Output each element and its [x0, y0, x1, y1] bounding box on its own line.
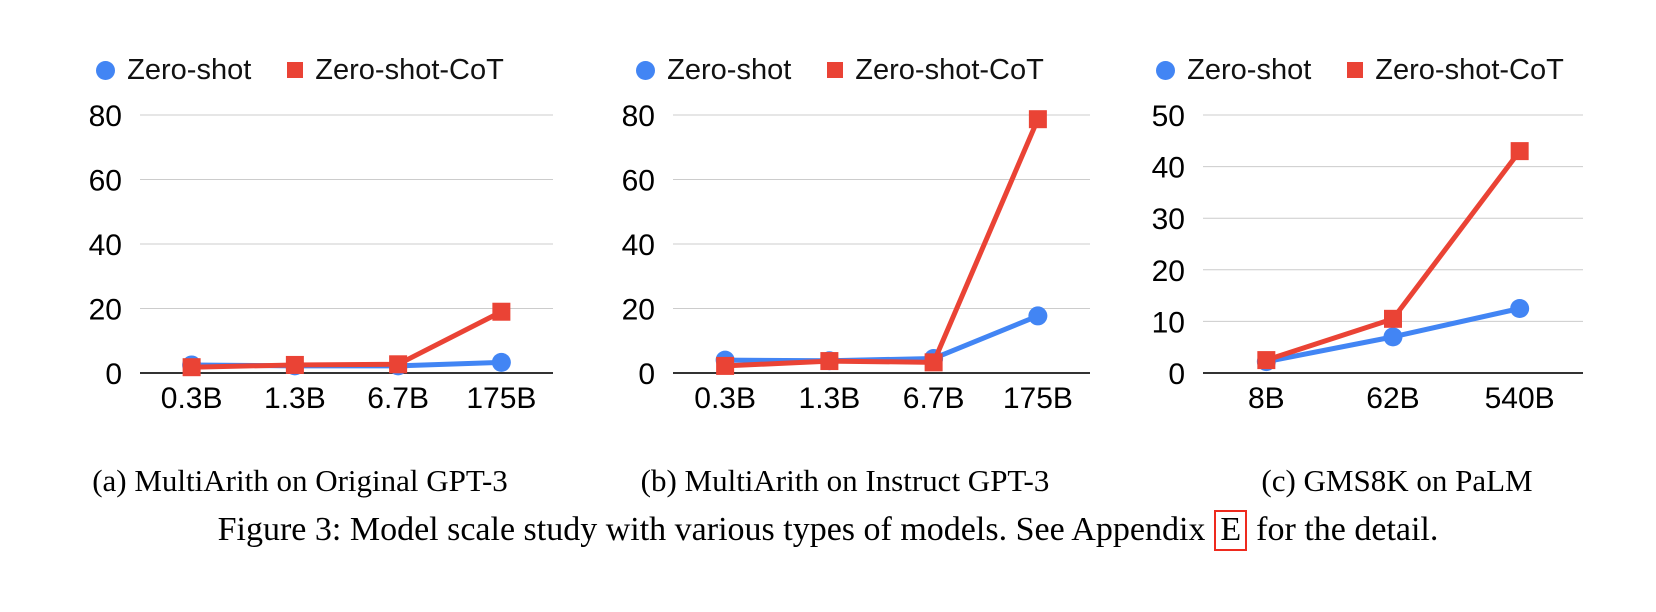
y-tick-label: 80	[622, 100, 655, 133]
legend-b: Zero-shot Zero-shot-CoT	[580, 52, 1100, 88]
data-point-square	[924, 353, 943, 372]
y-tick-label: 10	[1152, 306, 1185, 339]
legend-item-zero-shot-cot: Zero-shot-CoT	[827, 54, 1044, 87]
zero-shot-circle-icon	[636, 60, 656, 80]
legend-label-zero-shot: Zero-shot	[667, 53, 792, 86]
figure-caption: Figure 3: Model scale study with various…	[0, 510, 1656, 551]
legend-a: Zero-shot Zero-shot-CoT	[40, 52, 560, 88]
y-tick-label: 0	[105, 358, 122, 391]
x-tick-label: 175B	[1003, 382, 1073, 415]
y-tick-label: 20	[622, 294, 655, 327]
x-tick-label: 6.7B	[367, 382, 429, 415]
legend-item-zero-shot-cot: Zero-shot-CoT	[287, 54, 504, 87]
legend-label-zero-shot-cot: Zero-shot-CoT	[1375, 53, 1564, 86]
x-tick-label: 1.3B	[264, 382, 326, 415]
line-chart-gms8k-palm: 0 10 20 30 40 50 8B 62B 540B	[1152, 100, 1583, 415]
series-line-zero-shot-cot	[189, 309, 504, 370]
data-point-square	[1257, 351, 1276, 370]
series-line-zero-shot-cot	[722, 116, 1041, 369]
chart-c-caption: (c) GMS8K on PaLM	[1261, 463, 1533, 498]
data-point-square	[1510, 142, 1529, 161]
zero-shot-circle-icon	[96, 60, 116, 80]
y-tick-label: 20	[89, 294, 122, 327]
y-tick-label: 60	[622, 165, 655, 198]
y-tick-label: 50	[1152, 100, 1185, 133]
y-tick-label: 40	[89, 229, 122, 262]
legend-item-zero-shot: Zero-shot	[1156, 54, 1311, 87]
series-line-zero-shot	[722, 313, 1041, 364]
data-point-square	[716, 356, 735, 375]
legend-label-zero-shot: Zero-shot	[127, 53, 252, 86]
data-point-circle	[1028, 306, 1048, 326]
x-tick-label: 0.3B	[694, 382, 756, 415]
legend-label-zero-shot-cot: Zero-shot-CoT	[855, 53, 1044, 86]
data-point-square	[1384, 309, 1402, 328]
data-point-circle	[491, 352, 511, 372]
legend-label-zero-shot-cot: Zero-shot-CoT	[315, 53, 504, 86]
zero-shot-cot-square-icon	[827, 62, 844, 78]
data-point-square	[389, 355, 408, 374]
y-tick-label: 0	[1168, 358, 1185, 391]
figure-caption-text-after: for the detail.	[1256, 511, 1439, 548]
legend-item-zero-shot: Zero-shot	[636, 54, 791, 87]
line-chart-multiarith-instruct-gpt3: 0 20 40 60 80 0.3B 1.3B 6.7B 175B	[622, 100, 1090, 415]
chart-block-c: Zero-shot Zero-shot-CoT 0 10 20 30 40 50 8B 62B…	[1100, 40, 1620, 498]
line-chart-multiarith-original-gpt3: 0 20 40 60 80 0.3B 1.3B 6.7B 175B	[89, 100, 553, 415]
figure-caption-text-before: Figure 3: Model scale study with various…	[217, 511, 1206, 548]
legend-item-zero-shot: Zero-shot	[96, 54, 251, 87]
x-tick-label: 8B	[1248, 382, 1285, 415]
appendix-e-link[interactable]: E	[1214, 510, 1248, 551]
y-tick-label: 80	[89, 100, 122, 133]
y-tick-label: 20	[1152, 255, 1185, 288]
zero-shot-circle-icon	[1156, 60, 1176, 80]
x-tick-label: 62B	[1366, 382, 1419, 415]
chart-block-b: Zero-shot Zero-shot-CoT 0 20 40 60 80 0.3B 1.3…	[580, 40, 1100, 498]
x-tick-label: 1.3B	[799, 382, 861, 415]
legend-item-zero-shot-cot: Zero-shot-CoT	[1347, 54, 1564, 87]
x-tick-label: 6.7B	[903, 382, 965, 415]
zero-shot-cot-square-icon	[287, 62, 304, 78]
data-point-square	[492, 302, 511, 321]
legend-c: Zero-shot Zero-shot-CoT	[1100, 52, 1620, 88]
data-point-circle	[1383, 327, 1403, 347]
x-tick-label: 0.3B	[161, 382, 223, 415]
y-tick-label: 60	[89, 165, 122, 198]
chart-block-a: Zero-shot Zero-shot-CoT 0 20 40 60 80 0.3B 1.3…	[40, 40, 560, 498]
zero-shot-cot-square-icon	[1347, 62, 1364, 78]
y-tick-label: 40	[622, 229, 655, 262]
data-point-square	[285, 355, 304, 374]
y-tick-label: 30	[1152, 203, 1185, 236]
data-point-circle	[1510, 299, 1530, 318]
data-point-square	[182, 358, 201, 377]
y-tick-label: 0	[638, 358, 655, 391]
legend-label-zero-shot: Zero-shot	[1187, 53, 1312, 86]
data-point-square	[820, 352, 839, 371]
y-tick-label: 40	[1152, 152, 1185, 185]
chart-a-caption: (a) MultiArith on Original GPT-3	[92, 463, 508, 498]
x-tick-label: 175B	[466, 382, 536, 415]
x-tick-label: 540B	[1485, 382, 1555, 415]
data-point-square	[1028, 110, 1047, 129]
chart-b-caption: (b) MultiArith on Instruct GPT-3	[640, 463, 1050, 498]
